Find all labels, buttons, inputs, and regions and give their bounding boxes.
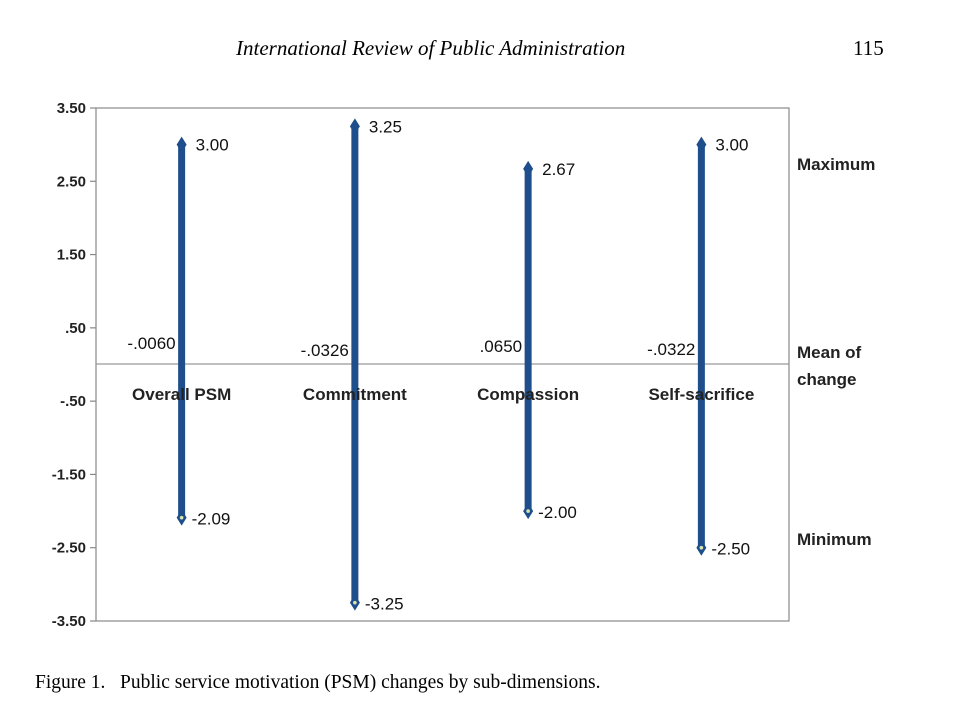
mean-label: .0650: [480, 337, 523, 356]
mean-label: -.0326: [301, 341, 349, 360]
min-label: -2.09: [192, 510, 231, 529]
mean-label: -.0322: [647, 340, 695, 359]
max-marker: [349, 118, 360, 135]
min-marker-dot: [179, 515, 184, 520]
y-tick-label: -3.50: [52, 613, 86, 630]
min-label: -3.25: [365, 595, 404, 614]
max-marker: [523, 160, 534, 177]
side-label-minimum: Minimum: [797, 530, 872, 549]
max-marker: [696, 136, 707, 153]
max-label: 3.00: [715, 136, 748, 155]
category-label: Compassion: [477, 385, 579, 404]
max-marker: [176, 136, 187, 153]
figure-caption: Figure 1. Public service motivation (PSM…: [35, 672, 601, 693]
side-label-change: change: [797, 370, 857, 389]
max-label: 2.67: [542, 160, 575, 179]
y-tick-label: 2.50: [57, 173, 86, 190]
side-label-maximum: Maximum: [797, 155, 875, 174]
y-tick-label: -2.50: [52, 540, 86, 557]
min-marker-dot: [699, 545, 704, 550]
min-label: -2.50: [711, 540, 750, 559]
y-tick-label: -1.50: [52, 466, 86, 483]
y-tick-label: -.50: [60, 393, 86, 410]
mean-label: -.0060: [127, 334, 175, 353]
max-label: 3.25: [369, 117, 402, 136]
max-label: 3.00: [196, 136, 229, 155]
category-label: Commitment: [303, 385, 407, 404]
min-marker-dot: [526, 509, 530, 513]
y-tick-label: 3.50: [57, 100, 86, 117]
min-label: -2.00: [538, 503, 577, 522]
y-tick-label: .50: [65, 320, 86, 337]
side-label-mean: Mean of: [797, 343, 862, 362]
y-tick-label: 1.50: [57, 247, 86, 264]
page-number: 115: [853, 36, 884, 60]
min-marker-dot: [353, 600, 357, 605]
category-label: Self-sacrifice: [648, 385, 754, 404]
category-label: Overall PSM: [132, 385, 231, 404]
journal-title: International Review of Public Administr…: [236, 36, 626, 60]
